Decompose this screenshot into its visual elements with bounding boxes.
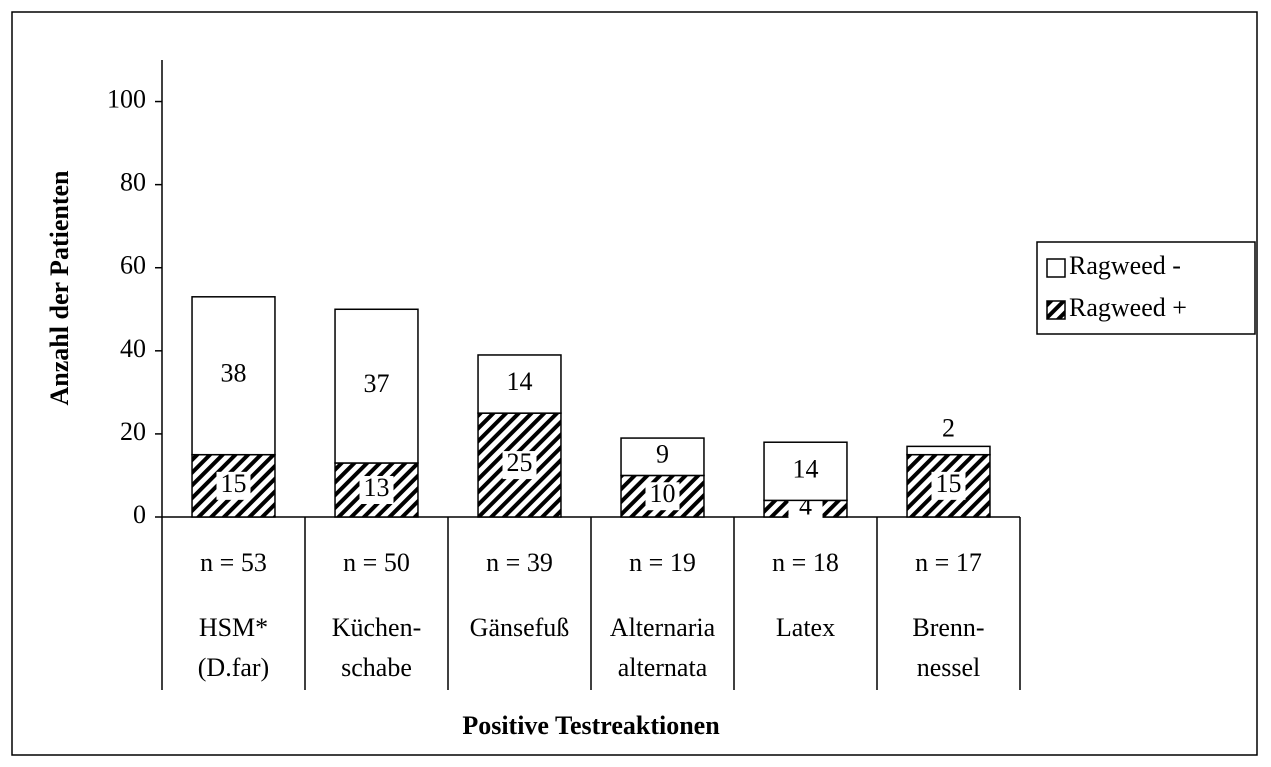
legend-swatch	[1046, 300, 1066, 320]
n-label: n = 50	[343, 548, 410, 577]
x-axis-label: Positive Testreaktionen	[462, 711, 720, 740]
x-tick-label: Brenn-	[912, 613, 984, 642]
value-label: 37	[364, 369, 390, 398]
value-label: 38	[221, 359, 247, 388]
x-tick-label: schabe	[341, 653, 412, 682]
n-label: n = 17	[915, 548, 982, 577]
value-label: 9	[656, 440, 669, 469]
value-label: 25	[507, 448, 533, 477]
value-label: 15	[221, 469, 247, 498]
y-tick-label: 20	[120, 417, 146, 446]
y-tick-label: 60	[120, 251, 146, 280]
value-label: 14	[793, 454, 819, 483]
bar-segment	[334, 308, 419, 464]
x-tick-label: HSM*	[199, 613, 268, 642]
x-tick-label: Gänsefuß	[470, 613, 570, 642]
x-tick-label: (D.far)	[198, 653, 269, 682]
legend-swatch	[1046, 258, 1066, 278]
bar-segment	[906, 445, 991, 456]
n-label: n = 19	[629, 548, 696, 577]
value-label: 15	[936, 469, 962, 498]
bar-segment	[763, 441, 848, 502]
y-tick-label: 100	[107, 85, 146, 114]
legend-box	[1036, 241, 1256, 335]
value-label-bg	[645, 482, 680, 511]
value-label-bg	[502, 451, 537, 480]
value-label-bg	[931, 471, 966, 500]
x-tick-label: Küchen-	[332, 613, 422, 642]
bar-segment	[477, 354, 562, 414]
value-label-bg	[359, 475, 394, 504]
n-label: n = 18	[772, 548, 839, 577]
y-tick-label: 40	[120, 334, 146, 363]
n-label: n = 53	[200, 548, 267, 577]
bar-segment	[620, 437, 705, 477]
value-label: 13	[364, 473, 390, 502]
bar-segment	[477, 412, 562, 518]
x-tick-label: nessel	[917, 653, 981, 682]
y-tick-label: 80	[120, 168, 146, 197]
x-tick-label: alternata	[618, 653, 708, 682]
value-label: 14	[507, 367, 533, 396]
legend-label: Ragweed -	[1069, 251, 1181, 280]
legend-label: Ragweed +	[1069, 293, 1187, 322]
bar-segment	[191, 296, 276, 456]
x-tick-label: Latex	[776, 613, 835, 642]
x-tick-label: Alternaria	[610, 613, 716, 642]
y-tick-label: 0	[133, 500, 146, 529]
value-label: 2	[942, 413, 955, 442]
value-label: 10	[650, 479, 676, 508]
n-label: n = 39	[486, 548, 553, 577]
y-axis-label: Anzahl der Patienten	[45, 170, 74, 405]
value-label-bg	[216, 471, 251, 500]
